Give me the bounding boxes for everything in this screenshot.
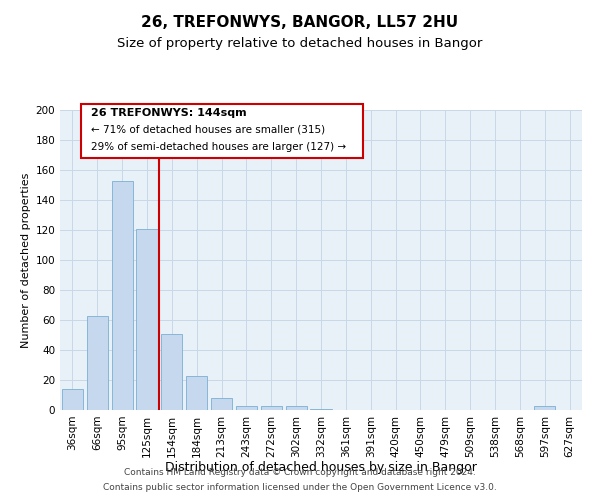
Bar <box>186 376 207 410</box>
Bar <box>62 389 83 410</box>
Text: Contains public sector information licensed under the Open Government Licence v3: Contains public sector information licen… <box>103 483 497 492</box>
Text: Contains HM Land Registry data © Crown copyright and database right 2024.: Contains HM Land Registry data © Crown c… <box>124 468 476 477</box>
Text: Size of property relative to detached houses in Bangor: Size of property relative to detached ho… <box>118 38 482 51</box>
Bar <box>112 180 133 410</box>
Bar <box>310 408 332 410</box>
Bar <box>87 316 108 410</box>
Y-axis label: Number of detached properties: Number of detached properties <box>21 172 31 348</box>
FancyBboxPatch shape <box>81 104 363 158</box>
Bar <box>286 406 307 410</box>
Bar <box>161 334 182 410</box>
Bar <box>211 398 232 410</box>
Bar <box>261 406 282 410</box>
Text: ← 71% of detached houses are smaller (315): ← 71% of detached houses are smaller (31… <box>91 125 325 135</box>
X-axis label: Distribution of detached houses by size in Bangor: Distribution of detached houses by size … <box>165 461 477 474</box>
Text: 26 TREFONWYS: 144sqm: 26 TREFONWYS: 144sqm <box>91 108 247 118</box>
Bar <box>236 406 257 410</box>
Bar <box>534 406 555 410</box>
Bar <box>136 228 158 410</box>
Text: 29% of semi-detached houses are larger (127) →: 29% of semi-detached houses are larger (… <box>91 142 346 152</box>
Text: 26, TREFONWYS, BANGOR, LL57 2HU: 26, TREFONWYS, BANGOR, LL57 2HU <box>142 15 458 30</box>
